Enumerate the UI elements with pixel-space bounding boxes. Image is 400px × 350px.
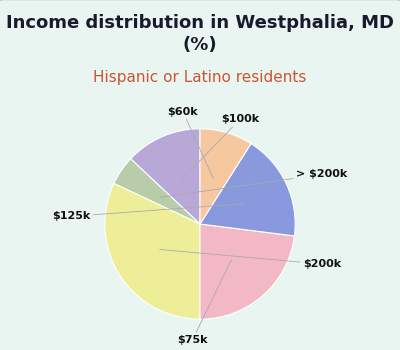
Wedge shape (200, 224, 294, 319)
Text: > $200k: > $200k (161, 169, 348, 197)
Text: $100k: $100k (181, 114, 259, 180)
Wedge shape (131, 129, 200, 224)
Wedge shape (200, 129, 251, 224)
Text: $200k: $200k (160, 250, 341, 269)
Text: $125k: $125k (52, 204, 243, 222)
Wedge shape (105, 183, 200, 319)
Text: Income distribution in Westphalia, MD
(%): Income distribution in Westphalia, MD (%… (6, 14, 394, 54)
Text: $75k: $75k (177, 260, 232, 345)
Wedge shape (114, 159, 200, 224)
Text: Hispanic or Latino residents: Hispanic or Latino residents (93, 70, 307, 85)
Wedge shape (200, 144, 295, 236)
Text: $60k: $60k (168, 107, 213, 178)
